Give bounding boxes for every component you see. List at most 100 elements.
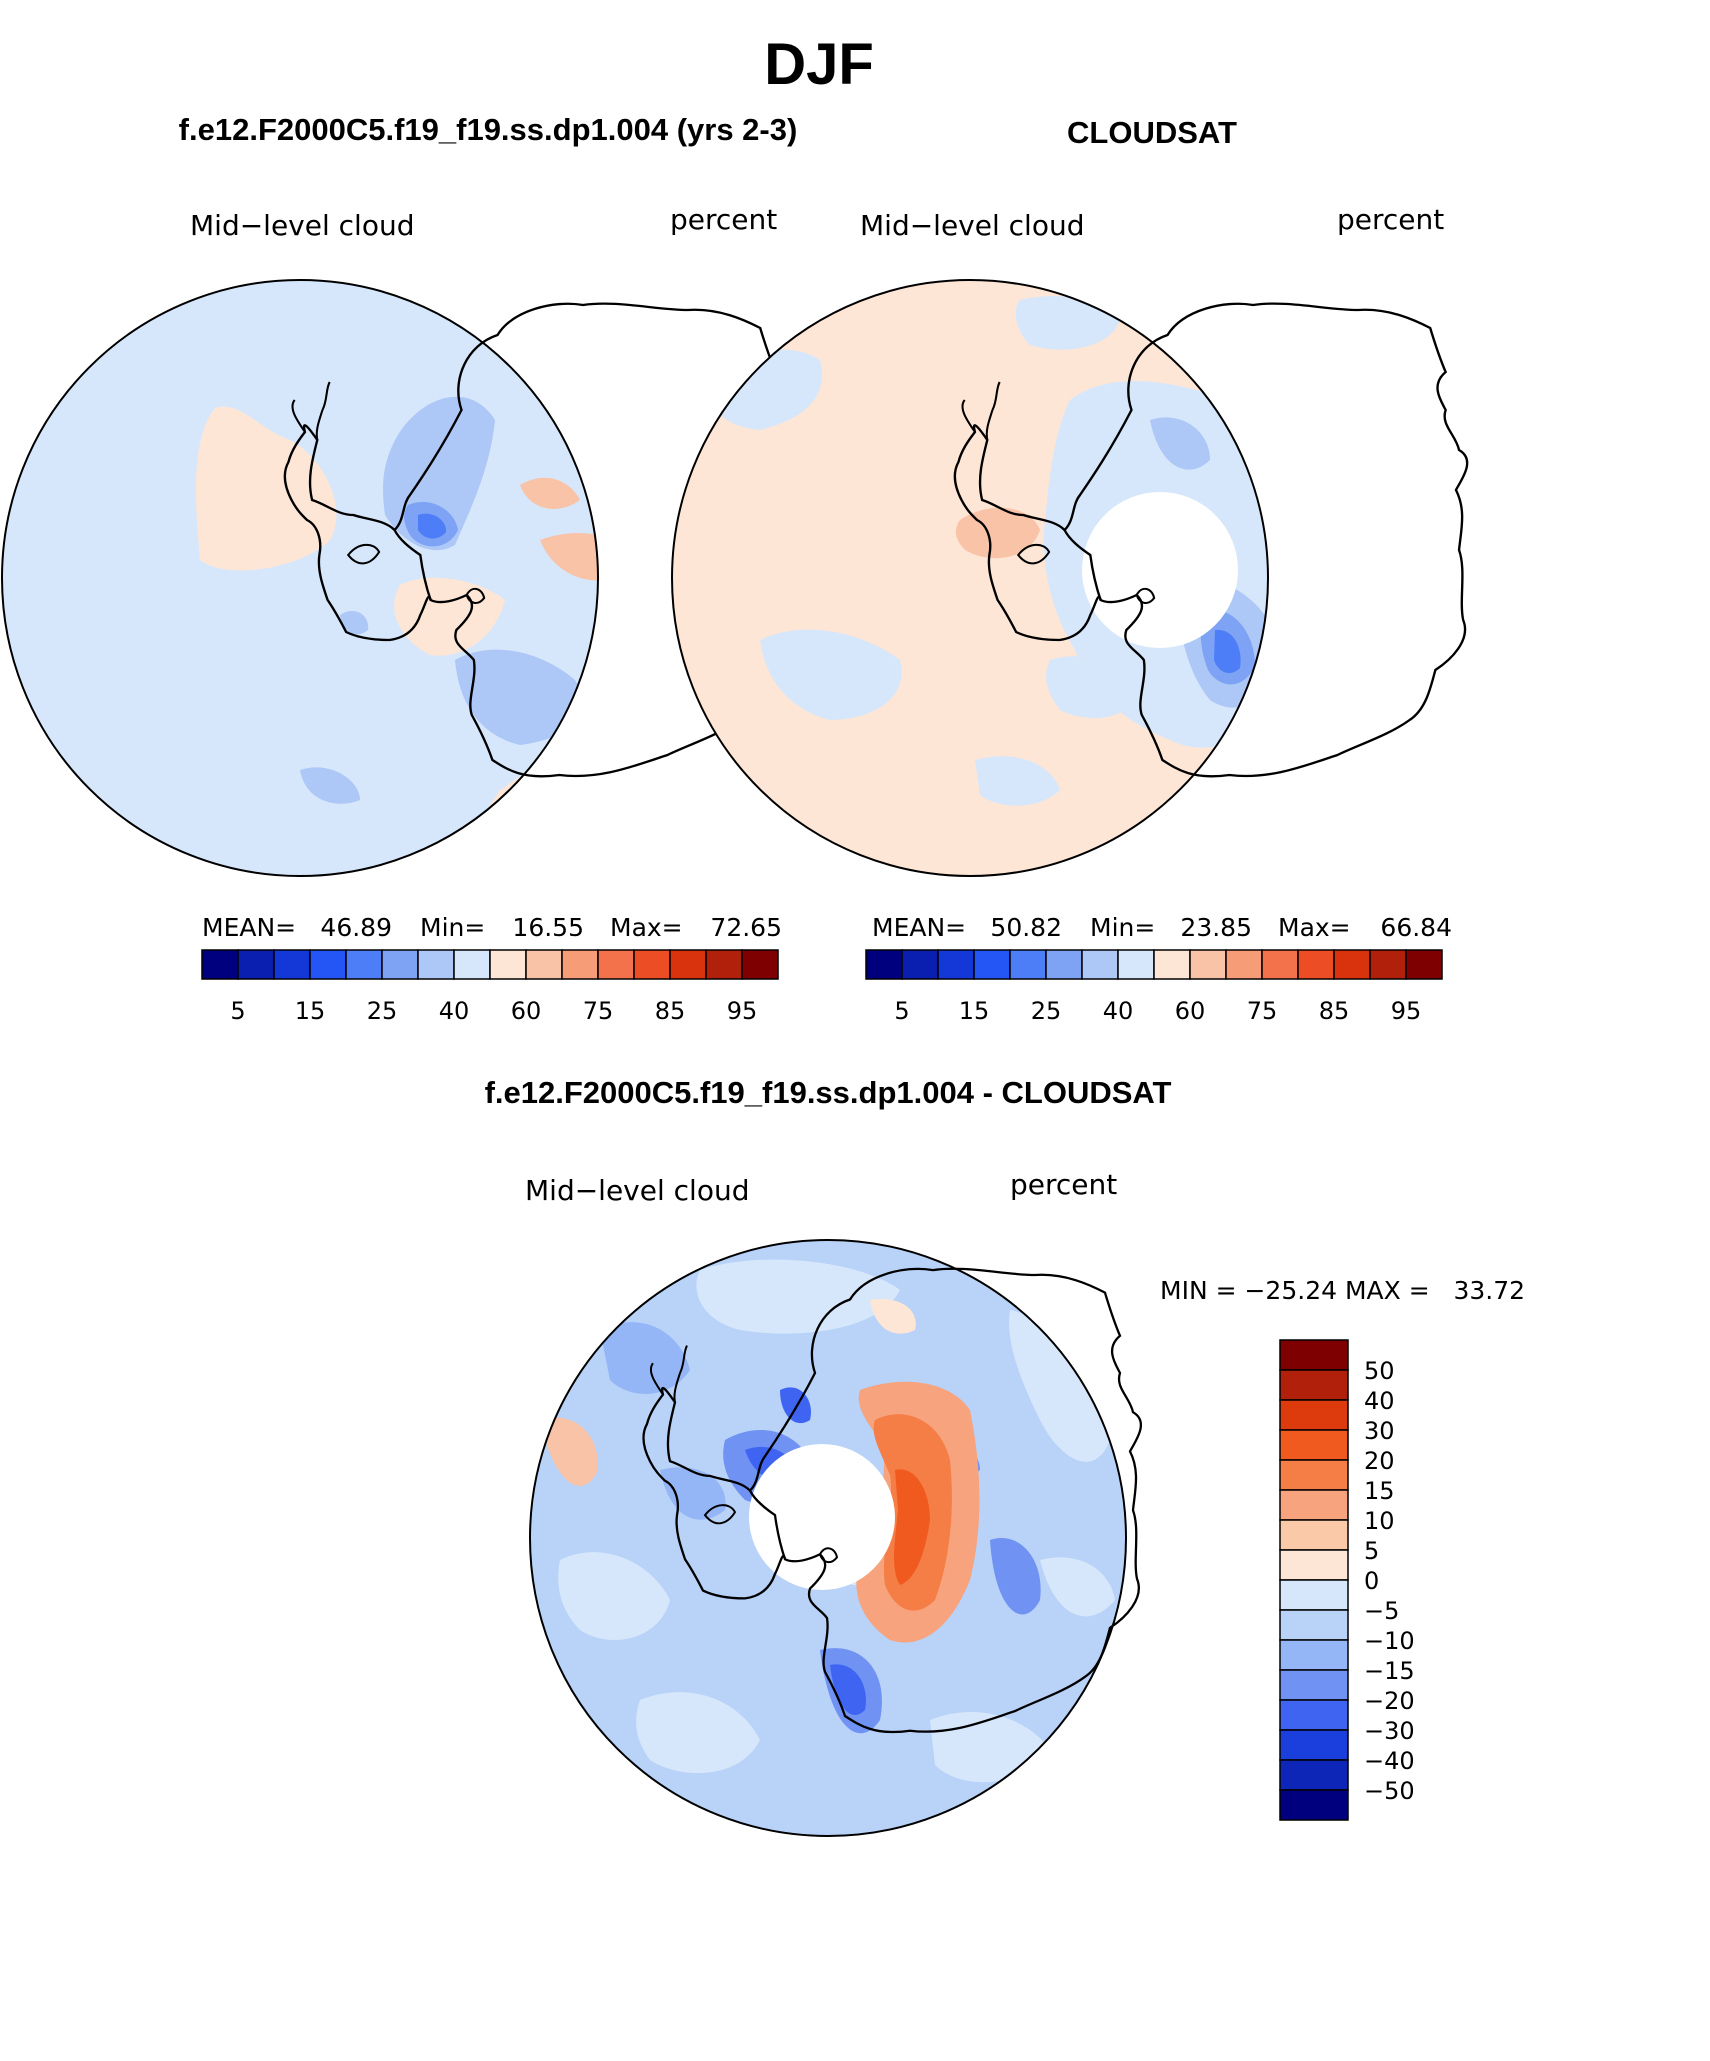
bottom-colorbar-tick-label: −40 [1364,1747,1415,1775]
top-right-colorbar-swatch [1117,949,1155,980]
top-right-colorbar-swatch [1009,949,1047,980]
bottom-colorbar-tick-label: 5 [1364,1537,1379,1565]
top-left-colorbar-swatch [525,949,563,980]
top-right-colorbar-swatch [1297,949,1335,980]
top-right-colorbar-tick-label: 15 [959,997,990,1025]
bottom-map-outline [529,1239,1127,1837]
bottom-panel: f.e12.F2000C5.f19_f19.ss.dp1.004 - CLOUD… [485,1075,1525,1837]
bottom-colorbar-tick-label: 15 [1364,1477,1395,1505]
top-left-colorbar-swatch [561,949,599,980]
top-left-max-label: Max= [610,913,683,942]
bottom-colorbar-swatch [1279,1789,1349,1821]
bottom-colorbar-swatch [1279,1399,1349,1431]
bottom-map [529,1239,1143,1837]
top-left-colorbar-tick-label: 85 [655,997,686,1025]
top-left-colorbar-swatch [453,949,491,980]
bottom-colorbar-tick-label: 0 [1364,1567,1379,1595]
top-left-colorbar-swatch [273,949,311,980]
top-right-colorbar-tick-label: 85 [1319,997,1350,1025]
top-right-colorbar-tick-label: 60 [1175,997,1206,1025]
top-right-mean-label: MEAN= [872,913,966,942]
top-right-colorbar-swatch [1405,949,1443,980]
top-left-variable-label: Mid−level cloud [190,209,414,242]
bottom-colorbar-tick-label: 40 [1364,1387,1395,1415]
top-right-colorbar-swatch [973,949,1011,980]
top-left-colorbar-swatch [309,949,347,980]
top-right-colorbar-swatch [1261,949,1299,980]
bottom-colorbar-swatch [1279,1489,1349,1521]
bottom-colorbar-swatch [1279,1429,1349,1461]
top-right-colorbar-tick-label: 40 [1103,997,1134,1025]
bottom-colorbar-swatch [1279,1609,1349,1641]
top-left-units-label: percent [670,203,777,236]
bottom-colorbar-swatch [1279,1729,1349,1761]
bottom-colorbar-tick-label: 50 [1364,1357,1395,1385]
bottom-colorbar-swatch [1279,1459,1349,1491]
top-left-map-outline [1,279,599,877]
top-left-mean-value: 46.89 [320,913,392,942]
top-right-mean-value: 50.82 [990,913,1062,942]
bottom-minmax: MIN = −25.24 MAX = 33.72 [1160,1276,1525,1305]
top-left-colorbar-swatch [489,949,527,980]
bottom-colorbar-swatch [1279,1369,1349,1401]
top-right-min-label: Min= [1090,913,1155,942]
top-right-colorbar-tick-label: 95 [1391,997,1422,1025]
bottom-colorbar-tick-label: −20 [1364,1687,1415,1715]
bottom-colorbar-tick-label: −30 [1364,1717,1415,1745]
top-right-panel: CLOUDSAT Mid−level cloud percent [671,115,1469,1025]
top-left-colorbar-swatch [597,949,635,980]
top-left-colorbar-swatch [633,949,671,980]
bottom-colorbar-tick-label: −15 [1364,1657,1415,1685]
bottom-colorbar-swatch [1279,1669,1349,1701]
bottom-colorbar-tick-label: 30 [1364,1417,1395,1445]
top-right-max-label: Max= [1278,913,1351,942]
top-right-colorbar-tick-label: 25 [1031,997,1062,1025]
top-left-colorbar-swatch [669,949,707,980]
top-right-colorbar-swatch [1081,949,1119,980]
bottom-colorbar-tick-label: −50 [1364,1777,1415,1805]
top-right-map [671,279,1469,877]
bottom-colorbar-swatch [1279,1339,1349,1371]
top-left-min-label: Min= [420,913,485,942]
top-right-min-value: 23.85 [1180,913,1252,942]
top-right-colorbar-tick-label: 75 [1247,997,1278,1025]
top-right-title: CLOUDSAT [1067,115,1237,150]
top-left-title: f.e12.F2000C5.f19_f19.ss.dp1.004 (yrs 2-… [179,112,798,147]
bottom-map-field [530,1240,1126,1836]
top-left-colorbar-swatch [741,949,779,980]
top-left-colorbar-tick-label: 15 [295,997,326,1025]
bottom-colorbar-swatch [1279,1639,1349,1671]
top-left-colorbar-swatch [705,949,743,980]
bottom-colorbar-swatch [1279,1699,1349,1731]
top-right-colorbar-swatch [1153,949,1191,980]
top-right-units-label: percent [1337,203,1444,236]
top-left-colorbar-swatch [345,949,383,980]
bottom-colorbar-swatch [1279,1549,1349,1581]
top-left-min-value: 16.55 [512,913,584,942]
top-left-colorbar-swatch [381,949,419,980]
page-title: DJF [764,32,874,97]
bottom-title: f.e12.F2000C5.f19_f19.ss.dp1.004 - CLOUD… [485,1075,1172,1110]
top-right-colorbar-swatch [865,949,903,980]
top-right-colorbar-swatch [937,949,975,980]
top-right-colorbar-swatch [1045,949,1083,980]
top-left-colorbar-swatch [417,949,455,980]
bottom-colorbar-tick-label: −5 [1364,1597,1399,1625]
top-left-colorbar-tick-label: 25 [367,997,398,1025]
top-right-variable-label: Mid−level cloud [860,209,1084,242]
top-left-colorbar-swatch [237,949,275,980]
bottom-units-label: percent [1010,1168,1117,1201]
top-right-map-field [672,280,1268,876]
top-left-mean-label: MEAN= [202,913,296,942]
bottom-colorbar-swatch [1279,1519,1349,1551]
top-left-stats: MEAN= 46.89 Min= 16.55 Max= 72.65 [202,913,782,942]
bottom-variable-label: Mid−level cloud [525,1174,749,1207]
top-left-colorbar: 5 15 25 40 60 75 85 95 [201,949,779,1025]
top-right-map-outline [671,279,1269,877]
top-right-colorbar-swatch [1333,949,1371,980]
top-right-colorbar-swatch [1189,949,1227,980]
top-left-colorbar-tick-label: 40 [439,997,470,1025]
